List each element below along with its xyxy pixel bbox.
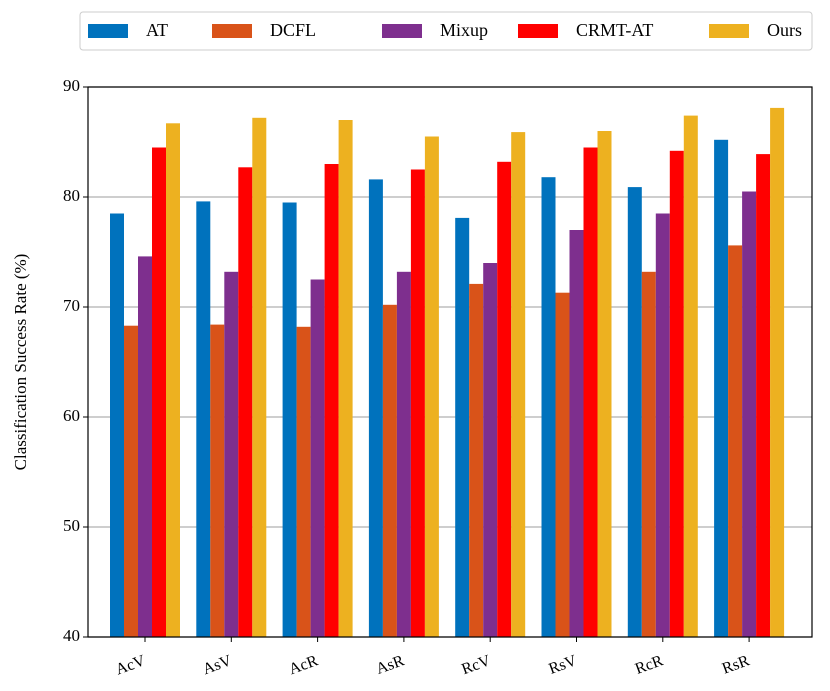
bar [238, 167, 253, 638]
y-tick-label: 90 [63, 76, 80, 95]
x-tick-label: AsR [374, 652, 407, 678]
legend-label: Ours [767, 20, 802, 40]
bar [483, 263, 498, 637]
legend-swatch [518, 24, 558, 38]
bar [714, 139, 729, 638]
y-tick-label: 50 [63, 516, 80, 535]
bar [627, 187, 642, 637]
bar [324, 164, 339, 637]
x-tick-label: AcV [113, 652, 148, 678]
x-tick-label: RsR [720, 652, 752, 678]
x-tick-label: AcR [287, 652, 321, 678]
bar [583, 147, 598, 637]
bar [124, 325, 138, 637]
bar [455, 217, 470, 637]
legend-box [79, 11, 813, 51]
bar [641, 271, 656, 637]
bar [368, 179, 383, 637]
bar [138, 256, 152, 637]
bar [597, 131, 612, 637]
bar [224, 271, 239, 637]
legend-swatch [709, 24, 749, 38]
bar [424, 136, 439, 637]
bar [210, 324, 225, 637]
legend-swatch [88, 24, 128, 38]
y-tick-label: 60 [63, 406, 80, 425]
y-tick-label: 70 [63, 296, 80, 315]
bar [728, 245, 743, 637]
legend-label: Mixup [440, 20, 488, 40]
bar [110, 213, 124, 637]
legend-label: AT [146, 20, 168, 40]
legend-swatch [382, 24, 422, 38]
bar [282, 202, 297, 637]
y-axis-label: Classification Success Rate (%) [11, 254, 30, 471]
legend-swatch [212, 24, 252, 38]
bar [469, 283, 484, 637]
bar [497, 161, 512, 638]
x-tick-label: RcV [459, 652, 493, 678]
bar [669, 150, 684, 638]
bar [310, 279, 325, 637]
x-tick-label: AsV [201, 652, 235, 678]
plot-frame [87, 86, 813, 638]
x-tick-label: RcR [633, 652, 666, 678]
y-tick-label: 80 [63, 186, 80, 205]
bar [166, 123, 180, 638]
bar [541, 177, 556, 637]
bar [511, 132, 526, 637]
bar [683, 115, 698, 638]
bar [152, 147, 166, 637]
bar [338, 120, 353, 637]
bar [196, 201, 211, 637]
legend-label: DCFL [270, 20, 316, 40]
bar [555, 292, 570, 637]
bar [252, 117, 267, 638]
bar [382, 304, 397, 637]
x-tick-label: RsV [547, 652, 580, 678]
bar [410, 169, 425, 637]
bar [742, 191, 757, 637]
bar [296, 326, 311, 637]
y-tick-label: 40 [63, 626, 80, 645]
legend-label: CRMT-AT [576, 20, 653, 40]
bar [770, 107, 785, 637]
bar [396, 271, 411, 637]
bar [655, 213, 670, 637]
bar [756, 154, 771, 637]
bar [569, 230, 584, 637]
